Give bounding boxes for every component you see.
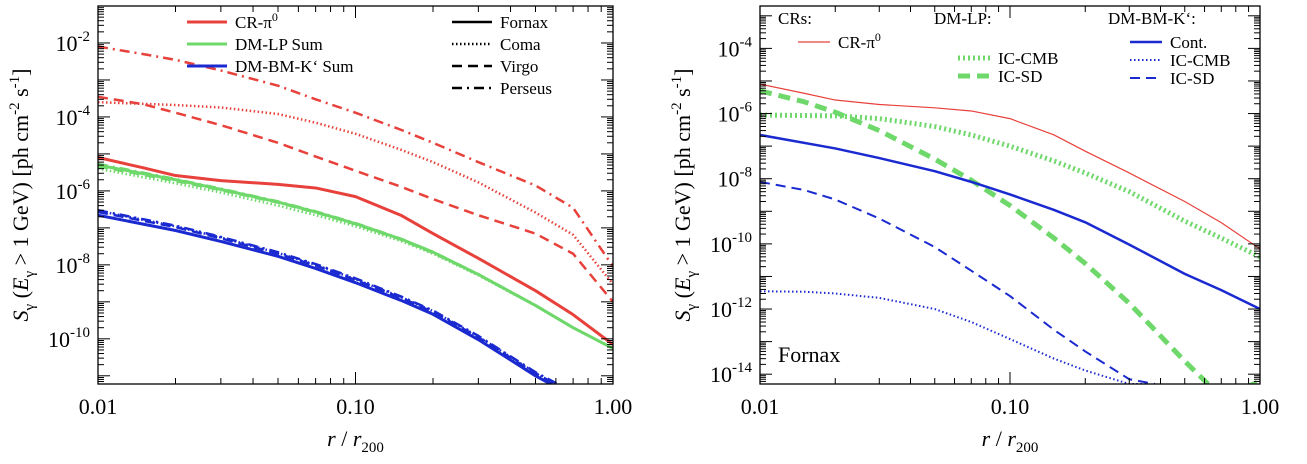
legend-label: Coma — [500, 35, 541, 54]
right-legend: CRs:CR-π0DM-LP:IC-CMBIC-SDDM-BM-K‘:Cont.… — [778, 9, 1230, 88]
series-line-lp-perseus — [98, 162, 613, 350]
legend-label: Virgo — [500, 57, 538, 76]
legend-item-2-0: Cont. — [1130, 33, 1207, 52]
series-line-bm-virgo — [98, 210, 559, 384]
left-panel: 0.01 0.10 1.00 10-2 10-4 10-6 10-8 10-10 r / r20… — [7, 5, 633, 456]
y-tick-label: 10-4 — [718, 34, 753, 61]
left-series-group — [98, 45, 613, 384]
legend-item-2: DM-BM-K‘ Sum — [187, 57, 354, 76]
right-tick-marks — [759, 5, 1260, 385]
right-panel: 0.01 0.10 1.00 10-4 10-6 10-8 10-10 10-12 10-14 r… — [669, 5, 1280, 456]
x-tick-label: 0.01 — [79, 394, 118, 419]
series-line-lp-virgo — [98, 165, 613, 350]
legend-label: IC-CMB — [998, 49, 1058, 68]
y-tick-label: 10-12 — [710, 295, 752, 322]
series-line-lp-fornax — [98, 163, 613, 350]
x-tick-label: 1.00 — [594, 394, 633, 419]
right-series-group — [760, 83, 1260, 384]
legend-item-1-0: IC-CMB — [958, 49, 1058, 68]
legend-label: CR-π0 — [235, 10, 278, 32]
legend-item-1: DM-LP Sum — [187, 35, 323, 54]
y-tick-label: 10-4 — [56, 103, 91, 130]
series-line-cr-virgo — [98, 95, 613, 303]
y-tick-label: 10-10 — [48, 325, 90, 352]
series-line-r-bm-cont — [760, 133, 1260, 311]
legend-style-item-3: Perseus — [452, 79, 552, 98]
legend-label: Perseus — [500, 79, 552, 98]
left-x-axis-label: r / r200 — [327, 426, 384, 456]
legend-item-2-1: IC-CMB — [1130, 51, 1230, 70]
x-tick-label: 0.10 — [991, 394, 1030, 419]
legend-label: Cont. — [1170, 33, 1207, 52]
left-legend: CR-π0 DM-LP Sum DM-BM-K‘ Sum Fornax Coma Virg… — [187, 10, 552, 98]
right-x-axis-label: r / r200 — [982, 426, 1039, 456]
y-tick-label: 10-8 — [718, 165, 753, 192]
legend-item-0-0: CR-π0 — [798, 30, 881, 52]
x-tick-label: 0.01 — [741, 394, 780, 419]
legend-label: Fornax — [500, 13, 549, 32]
y-tick-label: 10-6 — [718, 100, 753, 127]
series-line-r-lp-sd — [760, 88, 1260, 384]
left-y-axis-label: Sγ (Eγ > 1 GeV) [ph cm-2 s-1] — [7, 69, 38, 322]
legend-label: IC-CMB — [1170, 51, 1230, 70]
series-line-r-bm-cmb — [760, 290, 1147, 384]
legend-style-item-2: Virgo — [452, 57, 538, 76]
legend-label: CR-π0 — [838, 30, 881, 52]
legend-group-title: CRs: — [778, 9, 812, 28]
x-tick-label: 1.00 — [1241, 394, 1280, 419]
legend-style-item-0: Fornax — [452, 13, 549, 32]
series-line-bm-perseus — [98, 209, 561, 384]
y-tick-label: 10-10 — [710, 230, 752, 257]
legend-label: IC-SD — [998, 67, 1042, 86]
series-line-bm-coma — [98, 209, 558, 384]
legend-label: DM-BM-K‘ Sum — [235, 57, 354, 76]
series-line-cr-coma — [98, 100, 613, 285]
right-y-axis-label: Sγ (Eγ > 1 GeV) [ph cm-2 s-1] — [669, 69, 700, 322]
y-tick-label: 10-6 — [56, 177, 91, 204]
left-tick-marks — [97, 6, 613, 385]
x-tick-label: 0.10 — [336, 394, 375, 419]
series-line-r-cr — [760, 83, 1260, 250]
series-line-cr-perseus — [98, 45, 613, 268]
y-tick-label: 10-14 — [710, 360, 752, 387]
legend-label: DM-LP Sum — [235, 35, 323, 54]
legend-item-1-1: IC-SD — [958, 67, 1042, 86]
series-line-bm-fornax — [98, 213, 554, 384]
legend-group-title: DM-BM-K‘: — [1108, 9, 1196, 28]
legend-item-2-2: IC-SD — [1130, 69, 1214, 88]
series-line-r-bm-sd — [760, 180, 1156, 384]
legend-item-0: CR-π0 — [187, 10, 278, 32]
series-line-cr-fornax — [98, 156, 613, 346]
y-tick-label: 10-2 — [56, 29, 91, 56]
panel-annotation: Fornax — [778, 342, 840, 367]
legend-group-title: DM-LP: — [934, 9, 992, 28]
y-tick-label: 10-8 — [56, 251, 91, 278]
series-line-r-lp-cmb — [760, 112, 1260, 260]
legend-label: IC-SD — [1170, 69, 1214, 88]
legend-style-item-1: Coma — [452, 35, 541, 54]
